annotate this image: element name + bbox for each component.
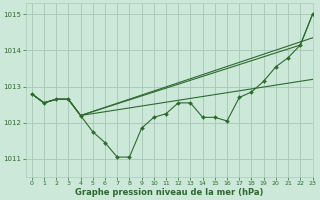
X-axis label: Graphe pression niveau de la mer (hPa): Graphe pression niveau de la mer (hPa)	[75, 188, 263, 197]
